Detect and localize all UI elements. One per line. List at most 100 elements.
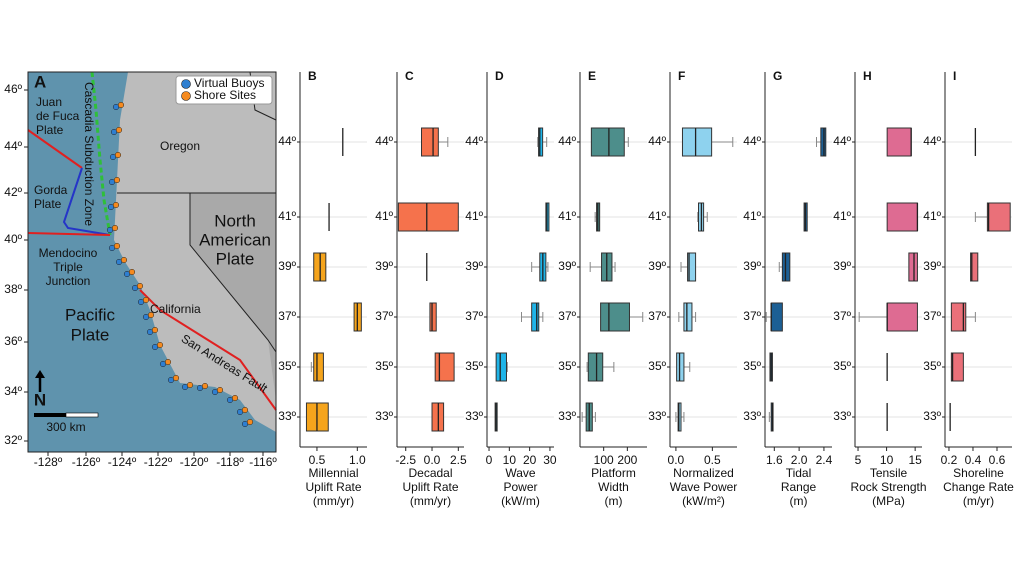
y-tick-label: 41º — [375, 209, 393, 223]
map-label: Plate — [71, 325, 110, 344]
x-tick-label: 0.5 — [309, 453, 326, 467]
legend-label: Virtual Buoys — [194, 76, 264, 90]
lon-tick-label: -118º — [216, 455, 244, 469]
box — [687, 252, 697, 282]
y-tick-label: 39º — [648, 259, 666, 273]
x-tick-label: 0.0 — [668, 453, 685, 467]
box — [950, 302, 967, 332]
x-tick-label: 2.4 — [816, 453, 833, 467]
box — [313, 352, 324, 382]
map-label: Gorda — [34, 183, 68, 197]
y-tick-label: 44º — [278, 134, 296, 148]
panel-title: B — [308, 69, 317, 83]
y-tick-label: 33º — [648, 409, 666, 423]
y-tick-label: 39º — [375, 259, 393, 273]
lon-tick-label: -128º — [34, 455, 63, 469]
box — [770, 302, 783, 332]
box — [908, 252, 918, 282]
y-tick-label: 41º — [278, 209, 296, 223]
y-tick-label: 44º — [923, 134, 941, 148]
x-tick-label: 0.0 — [424, 453, 441, 467]
shore-site — [117, 101, 125, 109]
x-axis-label: Millennial — [308, 466, 358, 480]
box — [538, 127, 544, 157]
lat-tick-label: 36º — [4, 334, 22, 348]
ridge — [27, 129, 83, 169]
map-label: Mendocino — [39, 246, 98, 260]
map-label: Cascadia Subduction Zone — [82, 82, 96, 226]
y-tick-label: 33º — [375, 409, 393, 423]
x-axis-label: (m/yr) — [963, 494, 994, 508]
x-tick-label: 0.2 — [941, 453, 958, 467]
lon-tick-label: -124º — [108, 455, 137, 469]
shore-site — [114, 151, 122, 159]
y-tick-label: 41º — [465, 209, 483, 223]
x-tick-label: 2.0 — [791, 453, 808, 467]
y-tick-label: 33º — [743, 409, 761, 423]
box — [986, 202, 1011, 232]
y-tick-label: 41º — [648, 209, 666, 223]
x-axis-label: (m) — [605, 494, 623, 508]
map-label: American — [199, 230, 271, 249]
y-tick-label: 35º — [278, 359, 296, 373]
y-tick-label: 44º — [743, 134, 761, 148]
shore-site — [128, 268, 136, 276]
x-tick-label: 0.6 — [989, 453, 1006, 467]
lat-tick-label: 44º — [4, 139, 22, 153]
y-tick-label: 39º — [833, 259, 851, 273]
shore-site — [201, 382, 209, 390]
x-axis-label: Power — [503, 480, 537, 494]
lat-tick-label: 38º — [4, 282, 22, 296]
box — [677, 402, 682, 432]
box — [590, 127, 625, 157]
y-tick-label: 37º — [833, 309, 851, 323]
y-tick-label: 39º — [743, 259, 761, 273]
x-axis-label: (MPa) — [872, 494, 905, 508]
x-tick-label: 5 — [855, 453, 862, 467]
lon-tick-label: -122º — [144, 455, 173, 469]
scale-label: 300 km — [46, 420, 85, 434]
x-axis-label: Width — [598, 480, 629, 494]
x-tick-label: 10 — [880, 453, 894, 467]
fracture-zone — [27, 232, 111, 236]
x-axis-label: Normalized — [673, 466, 734, 480]
box — [886, 302, 918, 332]
y-tick-label: 33º — [558, 409, 576, 423]
map-label: de Fuca — [36, 109, 80, 123]
scale-bar — [65, 412, 99, 418]
y-tick-label: 39º — [465, 259, 483, 273]
shore-site — [142, 296, 150, 304]
y-tick-label: 44º — [465, 134, 483, 148]
panel-title: C — [405, 69, 414, 83]
legend-swatch — [181, 91, 191, 101]
y-tick-label: 35º — [743, 359, 761, 373]
x-axis-label: (kW/m²) — [682, 494, 725, 508]
y-tick-label: 35º — [923, 359, 941, 373]
y-tick-label: 44º — [558, 134, 576, 148]
shore-site — [115, 126, 123, 134]
x-tick-label: 20 — [523, 453, 537, 467]
shore-site — [216, 386, 224, 394]
panel-title: F — [678, 69, 685, 83]
shore-site — [172, 374, 180, 382]
box — [970, 252, 979, 282]
map-label: Plate — [216, 249, 255, 268]
x-axis-label: (mm/yr) — [410, 494, 451, 508]
lat-tick-label: 32º — [4, 433, 22, 447]
shore-site — [156, 341, 164, 349]
lon-tick-label: -126º — [72, 455, 101, 469]
box — [681, 127, 713, 157]
panel-title: H — [863, 69, 872, 83]
y-tick-label: 35º — [833, 359, 851, 373]
y-tick-label: 37º — [278, 309, 296, 323]
y-tick-label: 33º — [833, 409, 851, 423]
lon-tick-label: -116º — [249, 455, 277, 469]
y-tick-label: 37º — [558, 309, 576, 323]
x-tick-label: 15 — [908, 453, 922, 467]
box — [495, 352, 507, 382]
panel-label: A — [34, 72, 46, 91]
box — [429, 302, 437, 332]
y-tick-label: 39º — [278, 259, 296, 273]
y-tick-label: 39º — [923, 259, 941, 273]
